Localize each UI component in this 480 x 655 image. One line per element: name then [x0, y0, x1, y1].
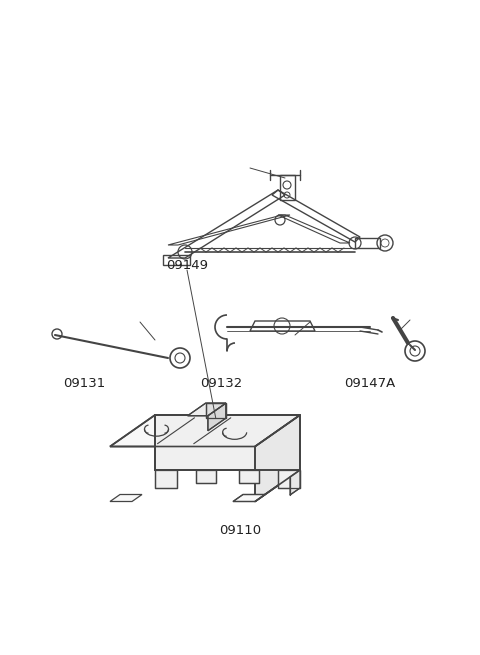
Polygon shape	[239, 470, 259, 483]
Polygon shape	[188, 403, 226, 416]
Polygon shape	[205, 403, 226, 418]
Polygon shape	[110, 495, 142, 502]
Polygon shape	[155, 415, 300, 470]
Text: 09147A: 09147A	[344, 377, 395, 390]
Polygon shape	[155, 470, 177, 488]
Polygon shape	[278, 470, 300, 488]
Polygon shape	[290, 470, 300, 495]
Polygon shape	[208, 403, 226, 431]
Polygon shape	[255, 415, 300, 502]
Text: 09132: 09132	[200, 377, 242, 390]
Polygon shape	[233, 495, 265, 502]
Text: 09149: 09149	[166, 259, 208, 272]
Polygon shape	[196, 470, 216, 483]
Text: 09131: 09131	[63, 377, 105, 390]
Polygon shape	[110, 415, 300, 447]
Text: 09110: 09110	[219, 524, 261, 537]
